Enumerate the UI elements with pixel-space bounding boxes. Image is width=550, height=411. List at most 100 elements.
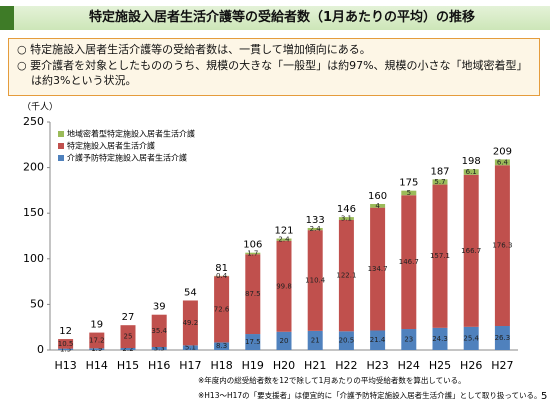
x-tick-label: H20 (273, 359, 295, 372)
bar-segment (463, 169, 479, 175)
value-label: 5.1 (185, 344, 196, 352)
bar-segment (214, 342, 230, 350)
bar-segment (151, 314, 167, 347)
value-label: 10.5 (58, 340, 74, 348)
y-tick-label: 200 (23, 161, 44, 174)
bullet: ○ 要介護者を対象としたもののうち、規模の大きな「一般型」は約97%、規模の小さ… (17, 59, 528, 87)
value-label: 23 (404, 336, 413, 344)
page-number: 5 (541, 391, 547, 402)
bar-segment (307, 230, 323, 331)
summary-box: ○ 特定施設入居者生活介護等の受給者数は、一貫して増加傾向にある。 ○ 要介護者… (8, 38, 540, 96)
x-tick-label: H15 (117, 359, 139, 372)
value-label: 21.4 (370, 336, 386, 344)
x-tick-label: H23 (366, 359, 388, 372)
bar-segment (370, 207, 386, 331)
bar-segment (245, 252, 261, 255)
value-label: 2.4 (310, 225, 322, 233)
slide-title: 特定施設入居者生活介護等の受給者数（1月あたりの平均）の推移 (0, 6, 550, 30)
value-label: 99.8 (276, 282, 292, 290)
value-label: 24.3 (432, 335, 448, 343)
bar-segment (401, 190, 417, 196)
bar-segment (245, 334, 261, 350)
footnote: ※H13～H17の「要支援者」は便宜的に「介護予防特定施設入居者生活介護」として… (198, 390, 542, 400)
value-label: 17.5 (245, 338, 261, 346)
value-label: 25 (124, 333, 133, 341)
legend-swatch (58, 131, 64, 137)
total-label: 121 (274, 226, 293, 237)
x-tick-label: H17 (179, 359, 201, 372)
x-tick-label: H21 (304, 359, 326, 372)
bar-segment (494, 165, 510, 327)
bar-segment (182, 300, 198, 346)
bar-segment (370, 330, 386, 350)
value-label: 0.4 (216, 272, 228, 280)
value-label: 49.2 (183, 319, 199, 327)
value-label: 1.7 (247, 249, 258, 257)
legend-label: 地域密着型特定施設入居者生活介護 (67, 129, 195, 139)
total-label: 198 (462, 156, 481, 167)
x-tick-label: H25 (429, 359, 451, 372)
legend-swatch (58, 155, 64, 161)
total-label: 146 (337, 204, 356, 215)
x-tick-label: H22 (335, 359, 357, 372)
total-label: 175 (399, 178, 418, 189)
x-tick-label: H14 (86, 359, 108, 372)
bar-segment (338, 219, 354, 332)
value-label: 157.1 (430, 252, 450, 260)
legend-swatch (58, 143, 64, 149)
bar-segment (432, 327, 448, 350)
total-label: 187 (430, 166, 449, 177)
bar-segment (182, 345, 198, 350)
value-label: 2.2 (122, 345, 133, 353)
value-label: 72.6 (214, 305, 230, 313)
value-label: 3.3 (154, 344, 165, 352)
value-label: 4 (375, 202, 380, 210)
bar-segment (432, 179, 448, 185)
bar-segment (307, 330, 323, 350)
value-label: 35.4 (151, 327, 167, 335)
total-label: 209 (493, 146, 512, 157)
footnote: ※年度内の総受給者数を12で除して1月あたりの平均受給者数を算出している。 (198, 375, 466, 385)
value-label: 6.1 (466, 168, 477, 176)
bar-segment (276, 331, 292, 350)
total-label: 133 (306, 215, 325, 226)
bar-segment (307, 227, 323, 231)
value-label: 110.4 (305, 277, 326, 285)
total-label: 39 (153, 302, 166, 313)
value-label: 2.4 (278, 236, 290, 244)
x-tick-label: H18 (210, 359, 232, 372)
bar-segment (120, 347, 136, 350)
total-label: 19 (90, 320, 103, 331)
bar-segment (58, 348, 74, 350)
x-tick-label: H26 (460, 359, 482, 372)
total-label: 160 (368, 191, 387, 202)
y-tick-label: 50 (30, 297, 44, 310)
bar-segment (494, 326, 510, 350)
bar-segment (494, 159, 510, 166)
value-label: 26.3 (495, 334, 511, 342)
bar-segment (214, 276, 230, 343)
value-label: 1.5 (60, 345, 71, 353)
value-label: 122.1 (336, 272, 356, 280)
y-axis-label: （千人） (22, 102, 58, 113)
bar-segment (276, 240, 292, 332)
y-tick-label: 150 (23, 206, 44, 219)
total-label: 27 (122, 312, 135, 323)
value-label: 17.2 (89, 336, 105, 344)
bar-segment (89, 348, 105, 350)
bar-segment (89, 332, 105, 349)
bar-segment (245, 254, 261, 335)
value-label: 6.4 (497, 158, 509, 166)
value-label: 134.7 (368, 265, 388, 273)
value-label: 176.3 (492, 242, 512, 250)
legend-label: 介護予防特定施設入居者生活介護 (67, 153, 187, 163)
value-label: 5 (407, 189, 411, 197)
value-label: 20 (280, 337, 289, 345)
bar-segment (338, 331, 354, 350)
total-label: 54 (184, 287, 197, 298)
value-label: 146.7 (399, 258, 419, 266)
value-label: 8.3 (216, 342, 227, 350)
value-label: 87.5 (245, 290, 261, 298)
value-label: 21 (311, 336, 320, 344)
